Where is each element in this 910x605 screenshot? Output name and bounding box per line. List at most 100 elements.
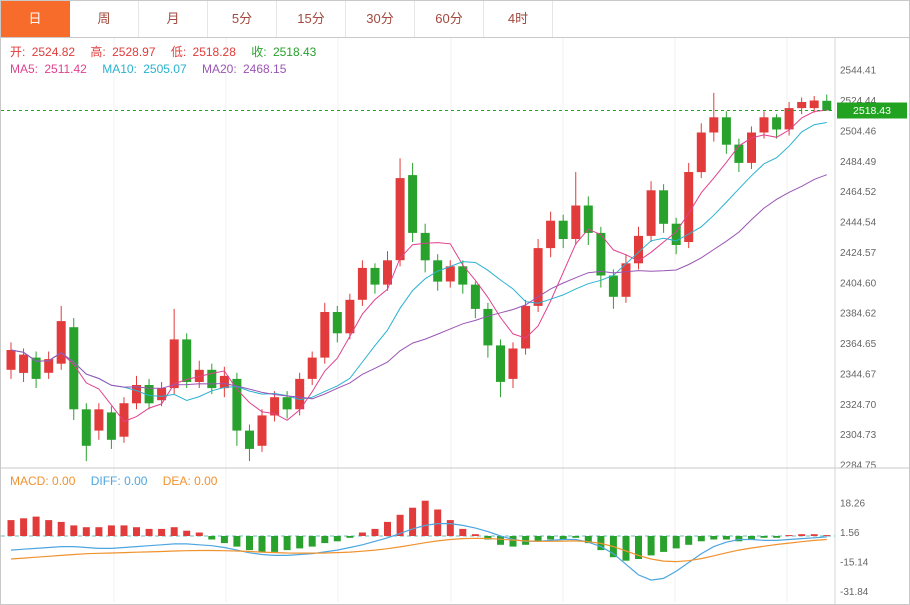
macd-hist-bar bbox=[572, 536, 580, 538]
ma-line bbox=[10, 174, 827, 400]
candle-body bbox=[634, 235, 643, 264]
macd-hist-bar bbox=[45, 520, 53, 536]
candle-body bbox=[558, 220, 568, 239]
candle-body bbox=[182, 339, 192, 382]
candle-body bbox=[245, 430, 254, 449]
close-value: 2518.43 bbox=[272, 45, 317, 59]
candle-body bbox=[157, 388, 167, 401]
tab-month[interactable]: 月 bbox=[139, 1, 208, 37]
price-axis-tick: 2324.70 bbox=[840, 400, 877, 411]
candle-body bbox=[357, 267, 367, 300]
candle-body bbox=[646, 190, 656, 236]
candle-body bbox=[772, 117, 782, 130]
price-axis-tick: 2284.75 bbox=[840, 461, 877, 472]
candle-body bbox=[696, 132, 706, 173]
candle-body bbox=[747, 132, 756, 163]
candle-body bbox=[44, 359, 54, 373]
candle-body bbox=[596, 232, 606, 276]
ma-line bbox=[10, 122, 827, 402]
macd-hist-bar bbox=[798, 534, 806, 536]
candle-body bbox=[759, 117, 769, 133]
macd-hist-bar bbox=[785, 535, 793, 537]
macd-hist-bar bbox=[748, 536, 755, 540]
high-value: 2528.97 bbox=[112, 45, 156, 59]
candle-body bbox=[307, 357, 317, 379]
candle-body bbox=[132, 385, 141, 404]
macd-hist-bar bbox=[773, 536, 781, 538]
candle-body bbox=[483, 308, 493, 346]
candle-body bbox=[784, 108, 794, 130]
macd-hist-bar bbox=[421, 500, 429, 536]
candle-body bbox=[81, 409, 91, 446]
candlestick-macd-chart[interactable]: 2544.41 2524.44 2504.46 2484.49 2464.52 2444.… bbox=[1, 37, 909, 604]
macd-hist-bar bbox=[296, 536, 304, 549]
macd-hist-bar bbox=[220, 536, 228, 544]
high-label: 高: bbox=[90, 45, 106, 59]
price-axis-tick: 2484.49 bbox=[840, 157, 877, 168]
macd-value: 0.00 bbox=[52, 474, 76, 488]
dea-label: DEA: bbox=[162, 474, 191, 488]
price-axis-tick: 2504.46 bbox=[840, 126, 877, 137]
ma20-label: MA20: bbox=[201, 62, 237, 76]
tab-week[interactable]: 周 bbox=[70, 1, 139, 37]
tab-4hour[interactable]: 4时 bbox=[484, 1, 553, 37]
macd-axis-tick: -31.84 bbox=[840, 587, 869, 598]
candle-body bbox=[320, 312, 330, 358]
macd-hist-bar bbox=[509, 536, 517, 547]
macd-hist-bar bbox=[434, 509, 442, 536]
price-axis: 2544.41 2524.44 2504.46 2484.49 2464.52 2444.… bbox=[840, 66, 877, 472]
macd-hist-bar bbox=[559, 536, 567, 540]
candle-body bbox=[458, 266, 468, 285]
close-label: 收: bbox=[251, 45, 267, 59]
macd-hist-bar bbox=[735, 536, 743, 542]
candle-body bbox=[69, 327, 79, 410]
tab-30min[interactable]: 30分 bbox=[346, 1, 415, 37]
tab-15min[interactable]: 15分 bbox=[277, 1, 346, 37]
candle-body bbox=[270, 397, 280, 416]
macd-hist-bar bbox=[7, 520, 15, 536]
candle-body bbox=[194, 369, 204, 382]
candle-body bbox=[332, 312, 342, 334]
dea-value: 0.00 bbox=[194, 474, 218, 488]
macd-hist-bar bbox=[760, 536, 768, 538]
macd-hist-bar bbox=[82, 527, 90, 536]
macd-hist-bar bbox=[258, 536, 266, 552]
candle-body bbox=[383, 260, 392, 285]
diff-value: 0.00 bbox=[124, 474, 148, 488]
ma5-value: 2511.42 bbox=[44, 62, 87, 76]
macd-hist-bar bbox=[647, 536, 655, 556]
last-price-badge-text: 2518.43 bbox=[853, 105, 891, 117]
diff-line bbox=[10, 523, 827, 581]
dea-line bbox=[10, 537, 827, 563]
price-axis-tick: 2424.57 bbox=[840, 248, 877, 259]
candle-body bbox=[144, 385, 154, 404]
candle-body bbox=[119, 403, 129, 437]
candle-body bbox=[546, 220, 556, 249]
candle-body bbox=[721, 117, 731, 145]
price-axis-tick: 2444.54 bbox=[840, 218, 877, 229]
macd-hist-bar bbox=[233, 536, 241, 547]
candle-body bbox=[496, 345, 505, 382]
tab-day[interactable]: 日 bbox=[1, 1, 70, 37]
macd-hist-bar bbox=[120, 525, 128, 536]
macd-hist-bar bbox=[358, 532, 366, 536]
candle-body bbox=[420, 232, 430, 261]
macd-axis-tick: 1.56 bbox=[840, 528, 860, 539]
ma10-value: 2505.07 bbox=[143, 62, 187, 76]
macd-hist-bar bbox=[208, 536, 216, 540]
macd-hist-bar bbox=[697, 536, 705, 542]
tab-60min[interactable]: 60分 bbox=[415, 1, 484, 37]
ma10-label: MA10: bbox=[102, 62, 137, 76]
macd-hist-bar bbox=[534, 536, 542, 542]
candle-body bbox=[370, 267, 380, 285]
macd-hist-bar bbox=[446, 520, 454, 536]
candle-body bbox=[219, 375, 229, 389]
candle-body bbox=[508, 348, 518, 379]
macd-hist-bar bbox=[20, 518, 28, 536]
macd-hist-bar bbox=[396, 514, 404, 536]
tab-5min[interactable]: 5分 bbox=[208, 1, 277, 37]
macd-hist-bar bbox=[183, 530, 191, 536]
macd-hist-bar bbox=[246, 536, 253, 551]
candle-body bbox=[6, 350, 16, 370]
